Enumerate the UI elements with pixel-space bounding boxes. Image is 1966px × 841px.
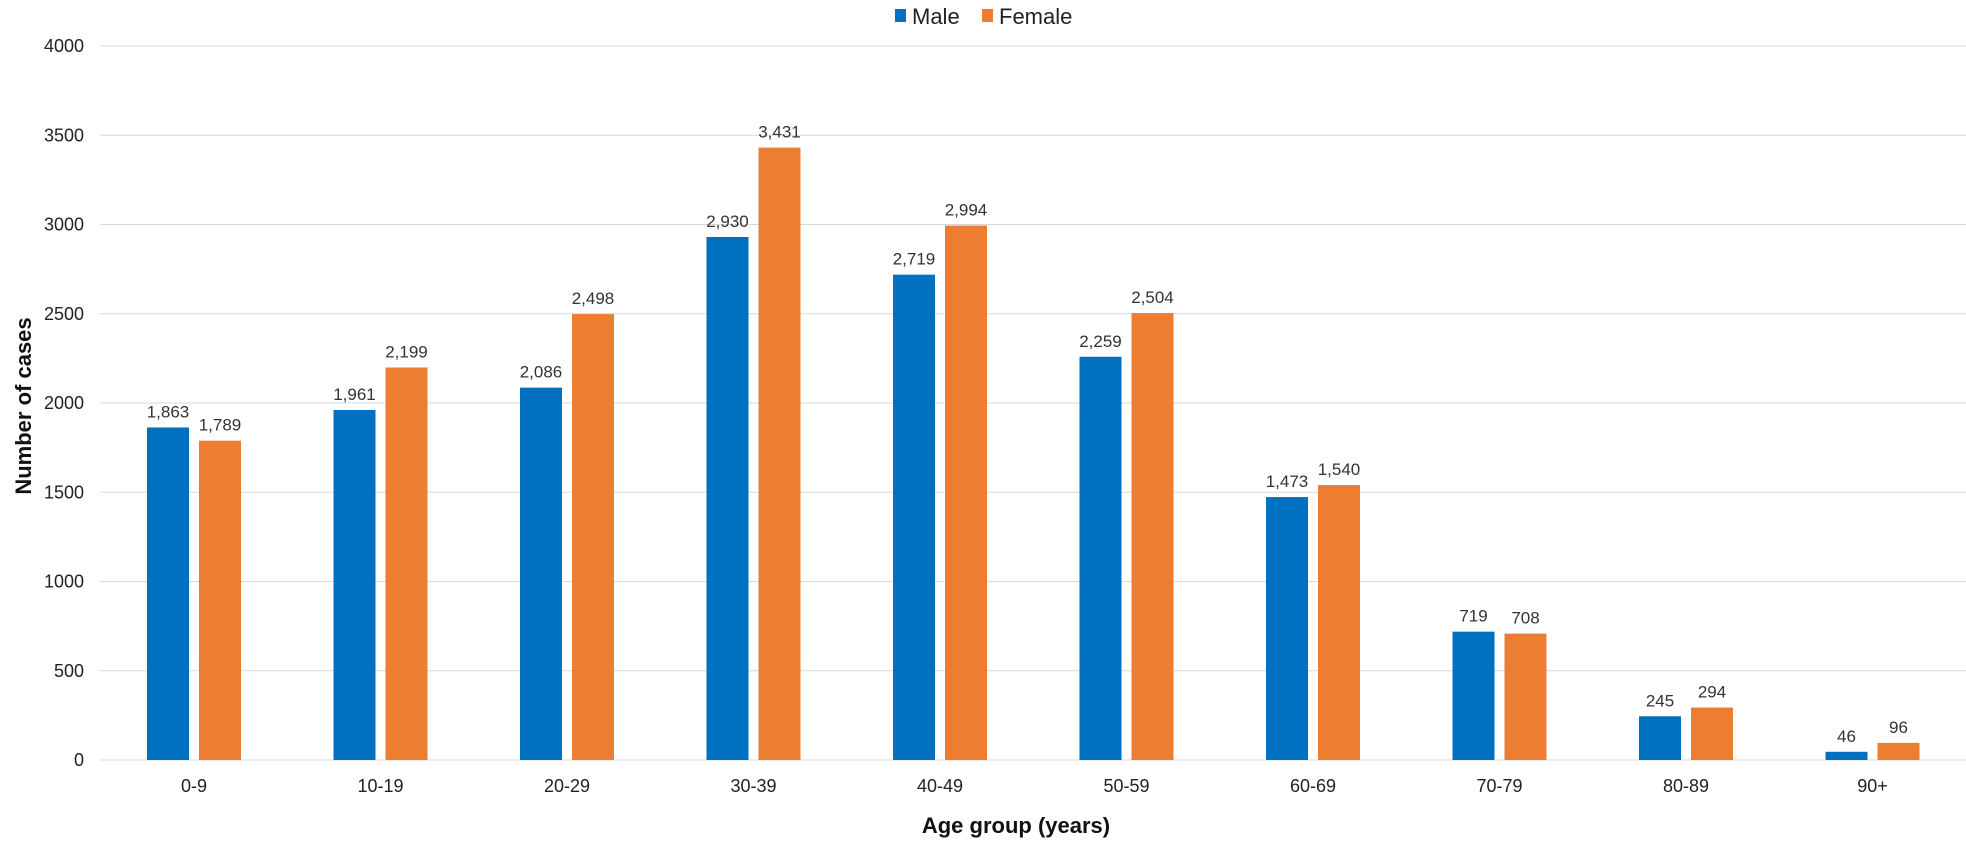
- data-label-male-10-19: 1,961: [333, 385, 376, 404]
- data-label-male-0-9: 1,863: [147, 402, 190, 421]
- x-tick-label: 90+: [1857, 776, 1888, 796]
- data-label-female-10-19: 2,199: [385, 342, 428, 361]
- legend-swatch-female: [982, 9, 993, 22]
- data-label-female-60-69: 1,540: [1318, 460, 1361, 479]
- data-label-female-40-49: 2,994: [945, 201, 988, 220]
- data-label-female-80-89: 294: [1698, 683, 1726, 702]
- bar-female-0-9: [199, 440, 241, 760]
- x-tick-label: 30-39: [730, 776, 776, 796]
- bar-male-30-39: [706, 236, 749, 760]
- data-label-female-20-29: 2,498: [572, 289, 615, 308]
- data-label-male-80-89: 245: [1646, 691, 1674, 710]
- bar-male-80-89: [1639, 716, 1681, 760]
- gridlines: [100, 45, 1966, 761]
- y-tick-label: 500: [54, 661, 84, 681]
- x-tick-label: 50-59: [1103, 776, 1149, 796]
- bar-female-60-69: [1318, 485, 1360, 760]
- data-label-male-30-39: 2,930: [706, 212, 749, 231]
- y-tick-label: 4000: [44, 36, 84, 56]
- data-label-female-90+: 96: [1889, 718, 1908, 737]
- data-label-female-30-39: 3,431: [758, 123, 801, 142]
- x-tick-label: 60-69: [1290, 776, 1336, 796]
- y-tick-label: 1500: [44, 482, 84, 502]
- bar-female-50-59: [1131, 313, 1174, 760]
- data-label-male-40-49: 2,719: [893, 250, 936, 269]
- data-labels: 1,863 1,789 1,961 2,199 2,086 2,498 2,930 3,431…: [147, 123, 1908, 746]
- bar-male-70-79: [1452, 631, 1495, 760]
- y-tick-label: 2000: [44, 393, 84, 413]
- data-label-male-70-79: 719: [1459, 607, 1487, 626]
- bar-male-40-49: [893, 274, 935, 760]
- x-tick-label: 0-9: [181, 776, 207, 796]
- bar-male-60-69: [1266, 497, 1308, 760]
- bar-male-20-29: [520, 387, 562, 760]
- bar-male-0-9: [147, 427, 189, 760]
- y-tick-label: 3000: [44, 215, 84, 235]
- data-label-female-70-79: 708: [1511, 609, 1539, 628]
- y-axis-title: Number of cases: [11, 317, 36, 494]
- y-tick-label: 3500: [44, 125, 84, 145]
- x-tick-label: 10-19: [357, 776, 403, 796]
- bar-male-50-59: [1079, 356, 1122, 760]
- y-tick-label: 2500: [44, 304, 84, 324]
- x-tick-label: 70-79: [1476, 776, 1522, 796]
- bar-female-20-29: [572, 314, 614, 760]
- data-label-female-0-9: 1,789: [199, 416, 242, 435]
- y-axis-ticks: 0 500 1000 1500 2000 2500 3000 3500 4000: [44, 36, 84, 770]
- legend-label-female: Female: [999, 4, 1072, 29]
- legend-swatch-male: [895, 9, 906, 22]
- bar-female-40-49: [945, 225, 987, 761]
- bar-male-10-19: [333, 409, 376, 760]
- bar-female-70-79: [1504, 633, 1547, 760]
- legend-label-male: Male: [912, 4, 960, 29]
- y-tick-label: 0: [74, 750, 84, 770]
- data-label-male-90+: 46: [1837, 727, 1856, 746]
- x-tick-label: 80-89: [1663, 776, 1709, 796]
- legend: Male Female: [895, 4, 1072, 29]
- x-tick-label: 20-29: [544, 776, 590, 796]
- bars: [147, 147, 1920, 761]
- x-axis-title: Age group (years): [922, 813, 1110, 838]
- data-label-female-50-59: 2,504: [1131, 288, 1174, 307]
- bar-female-80-89: [1691, 707, 1733, 760]
- data-label-male-60-69: 1,473: [1266, 472, 1309, 491]
- bar-female-30-39: [758, 147, 801, 760]
- bar-male-90+: [1825, 751, 1868, 760]
- bar-female-10-19: [385, 367, 428, 760]
- data-label-male-50-59: 2,259: [1079, 332, 1122, 351]
- x-axis-ticks: 0-9 10-19 20-29 30-39 40-49 50-59 60-69 70-79 80…: [181, 776, 1888, 796]
- y-tick-label: 1000: [44, 572, 84, 592]
- bar-female-90+: [1877, 742, 1920, 760]
- x-tick-label: 40-49: [917, 776, 963, 796]
- data-label-male-20-29: 2,086: [520, 363, 563, 382]
